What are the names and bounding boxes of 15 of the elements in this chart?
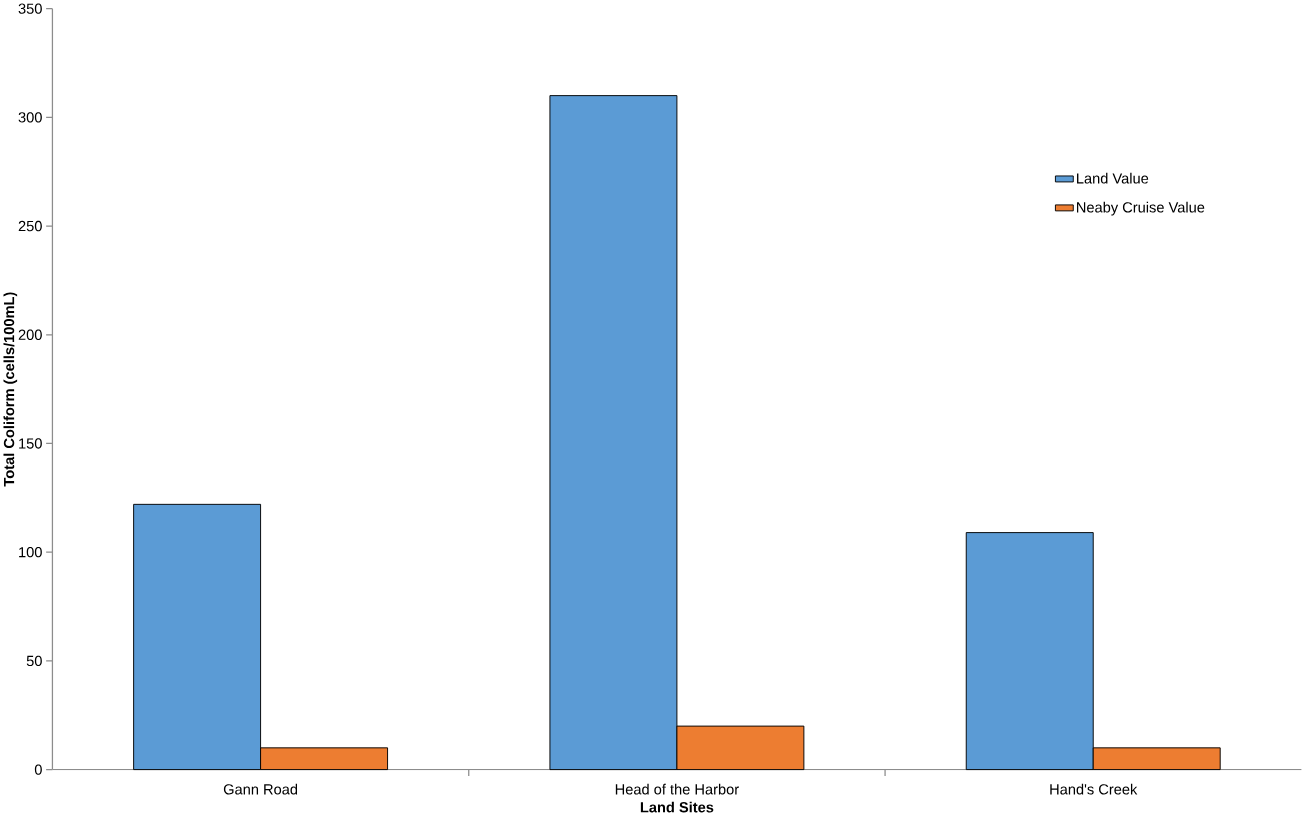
legend-label: Land Value xyxy=(1077,172,1149,184)
x-axis-title: Land Sites xyxy=(640,801,714,813)
y-tick-label: 300 xyxy=(18,112,42,123)
y-tick-label: 350 xyxy=(18,3,42,14)
y-tick-label: 100 xyxy=(19,547,42,558)
y-tick-label: 250 xyxy=(18,220,42,232)
y-tick-label: 0 xyxy=(34,764,42,775)
y-axis-title: Total Coliform (cells/100mL) xyxy=(3,292,18,487)
y-tick-label: 200 xyxy=(18,329,42,340)
x-tick-label: Hand's Creek xyxy=(1050,783,1138,795)
x-tick-label: Gann Road xyxy=(223,783,298,795)
x-tick-label: Head of the Harbor xyxy=(615,783,739,795)
legend-label: Neaby Cruise Value xyxy=(1077,201,1205,216)
y-tick-label: 50 xyxy=(26,655,42,667)
y-tick-label: 150 xyxy=(19,438,42,449)
